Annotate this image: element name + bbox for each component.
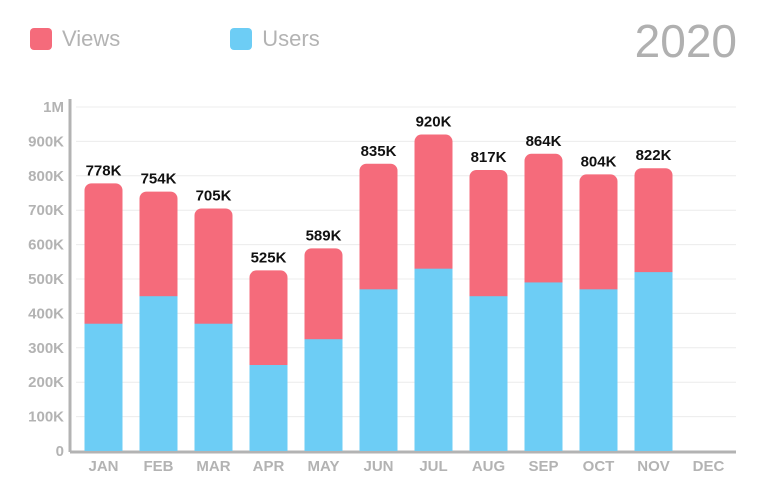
x-tick-label: MAY bbox=[308, 458, 340, 475]
bar-total-label: 778K bbox=[86, 162, 122, 179]
bar-total-label: 817K bbox=[471, 149, 507, 166]
y-tick-label: 700K bbox=[28, 202, 64, 219]
bar-segment-views bbox=[634, 168, 673, 280]
bar-segment-views bbox=[139, 191, 178, 304]
legend-label-users: Users bbox=[262, 26, 320, 51]
x-tick-label: FEB bbox=[144, 458, 174, 475]
bar-segment-users bbox=[84, 323, 123, 451]
x-tick-label: JUN bbox=[363, 458, 393, 475]
legend-swatch-users bbox=[230, 28, 253, 50]
bar-total-label: 705K bbox=[196, 187, 232, 204]
x-tick-label: DEC bbox=[693, 458, 725, 475]
y-tick-label: 300K bbox=[28, 340, 64, 357]
bar-segment-views bbox=[414, 134, 453, 276]
bar-segment-users bbox=[469, 296, 508, 451]
bar-total-label: 754K bbox=[141, 171, 177, 188]
bar-total-label: 835K bbox=[361, 143, 397, 160]
bar-segment-users bbox=[359, 289, 398, 451]
x-tick-label: AUG bbox=[472, 458, 505, 475]
y-tick-label: 900K bbox=[28, 133, 64, 150]
bar-segment-views bbox=[524, 153, 563, 290]
bar-segment-users bbox=[524, 282, 563, 451]
y-tick-label: 800K bbox=[28, 168, 64, 185]
x-tick-label: APR bbox=[253, 458, 285, 475]
x-tick-label: OCT bbox=[583, 458, 615, 475]
bar-total-label: 804K bbox=[581, 153, 617, 170]
legend: Views Users bbox=[30, 26, 430, 52]
bar-segment-users bbox=[579, 289, 618, 451]
y-tick-label: 0 bbox=[56, 443, 64, 460]
bar-segment-users bbox=[304, 339, 343, 451]
bar-total-label: 864K bbox=[526, 133, 562, 150]
bar-segment-views bbox=[359, 163, 398, 297]
bar-segment-users bbox=[139, 296, 178, 451]
x-tick-label: JUL bbox=[419, 458, 447, 475]
y-tick-label: 200K bbox=[28, 374, 64, 391]
bar-segment-views bbox=[249, 270, 288, 372]
y-tick-label: 1M bbox=[43, 99, 64, 116]
x-tick-label: JAN bbox=[88, 458, 118, 475]
x-tick-label: SEP bbox=[528, 458, 558, 475]
bar-segment-users bbox=[249, 365, 288, 451]
bar-total-label: 920K bbox=[416, 114, 452, 131]
legend-swatch-views bbox=[30, 28, 52, 50]
bar-segment-views bbox=[194, 208, 233, 331]
bar-segment-users bbox=[634, 272, 673, 451]
y-tick-label: 500K bbox=[28, 271, 64, 288]
y-tick-label: 600K bbox=[28, 237, 64, 254]
bar-segment-users bbox=[414, 268, 453, 451]
x-tick-label: MAR bbox=[196, 458, 230, 475]
bar-segment-views bbox=[84, 183, 123, 331]
bar-segment-users bbox=[194, 323, 233, 451]
year-title: 2020 bbox=[634, 15, 737, 67]
bar-total-label: 525K bbox=[251, 249, 287, 266]
legend-label-views: Views bbox=[62, 26, 121, 51]
bar-segment-views bbox=[579, 174, 618, 297]
bar-segment-views bbox=[304, 248, 343, 347]
y-tick-label: 400K bbox=[28, 305, 64, 322]
bar-total-label: 822K bbox=[636, 147, 672, 164]
legend-item-users: Users bbox=[230, 26, 320, 52]
x-tick-label: NOV bbox=[637, 458, 670, 475]
legend-item-views: Views bbox=[30, 26, 120, 52]
bar-total-label: 589K bbox=[306, 227, 342, 244]
y-tick-label: 100K bbox=[28, 409, 64, 426]
bar-segment-views bbox=[469, 169, 508, 304]
